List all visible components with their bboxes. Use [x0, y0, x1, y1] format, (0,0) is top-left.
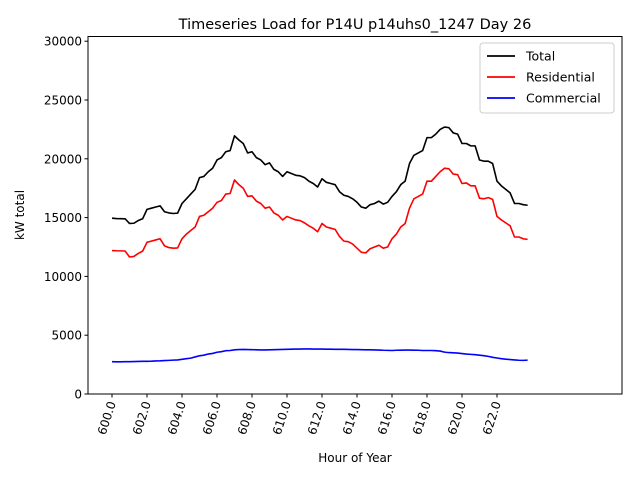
x-tick-label: 614.0: [340, 400, 364, 437]
x-tick-label: 622.0: [480, 400, 504, 437]
series-line-total: [111, 126, 528, 225]
x-tick-label: 602.0: [130, 400, 154, 437]
axes-frame: [87, 36, 623, 395]
chart-title: Timeseries Load for P14U p14uhs0_1247 Da…: [178, 17, 532, 33]
y-tick-label: 20000: [44, 152, 82, 166]
y-axis-label: kW total: [13, 190, 27, 240]
legend-label-total: Total: [525, 49, 555, 64]
series-line-residential: [111, 167, 528, 258]
y-tick-label: 0: [74, 388, 82, 402]
x-tick-label: 618.0: [410, 400, 434, 437]
x-tick-label: 610.0: [270, 400, 294, 437]
y-tick-label: 5000: [51, 329, 82, 343]
x-tick-label: 616.0: [375, 400, 399, 437]
x-axis-ticks: 600.0 602.0 604.0 606.0 608.0 610.0 612.0 614.0…: [95, 394, 504, 437]
x-tick-label: 608.0: [235, 400, 259, 437]
series-group: [111, 126, 528, 363]
x-tick-label: 612.0: [305, 400, 329, 437]
y-tick-label: 30000: [44, 35, 82, 49]
legend-label-residential: Residential: [526, 70, 595, 85]
legend-label-commercial: Commercial: [526, 91, 601, 106]
legend-box: [479, 42, 615, 114]
x-tick-label: 604.0: [165, 400, 189, 437]
y-tick-label: 10000: [44, 270, 82, 284]
legend: Total Residential Commercial: [479, 42, 615, 114]
x-tick-label: 620.0: [445, 400, 469, 437]
x-tick-label: 600.0: [95, 400, 119, 437]
x-tick-label: 606.0: [200, 400, 224, 437]
y-axis-ticks: 0 5000 10000 15000 20000 25000 30000: [44, 35, 88, 402]
y-tick-label: 15000: [44, 211, 82, 225]
x-axis-label: Hour of Year: [318, 451, 392, 465]
y-tick-label: 25000: [44, 94, 82, 108]
series-line-commercial: [111, 348, 528, 363]
